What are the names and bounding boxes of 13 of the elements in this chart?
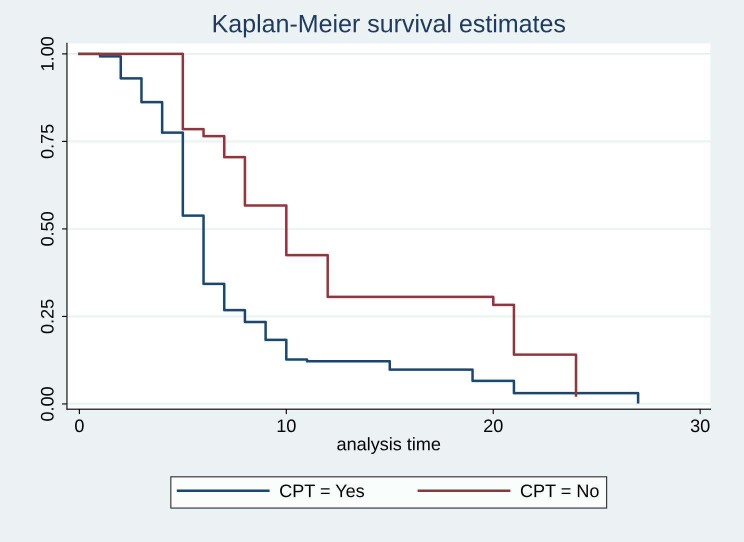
x-tick-label: 30 bbox=[690, 419, 710, 432]
x-tick-label: 10 bbox=[278, 419, 296, 432]
y-tick-label: 0.00 bbox=[40, 387, 54, 421]
legend-label: CPT = Yes bbox=[280, 484, 364, 498]
legend-label: CPT = No bbox=[520, 484, 599, 498]
y-tick-label: 0.25 bbox=[40, 300, 54, 334]
x-axis-title: analysis time bbox=[337, 437, 440, 454]
chart-title: Kaplan-Meier survival estimates bbox=[214, 14, 565, 38]
y-tick-label: 0.50 bbox=[40, 212, 54, 246]
x-tick-label: 0 bbox=[75, 419, 84, 432]
y-tick-label: 0.75 bbox=[40, 124, 54, 158]
y-tick-label: 1.00 bbox=[40, 36, 54, 70]
x-tick-label: 20 bbox=[484, 419, 503, 432]
